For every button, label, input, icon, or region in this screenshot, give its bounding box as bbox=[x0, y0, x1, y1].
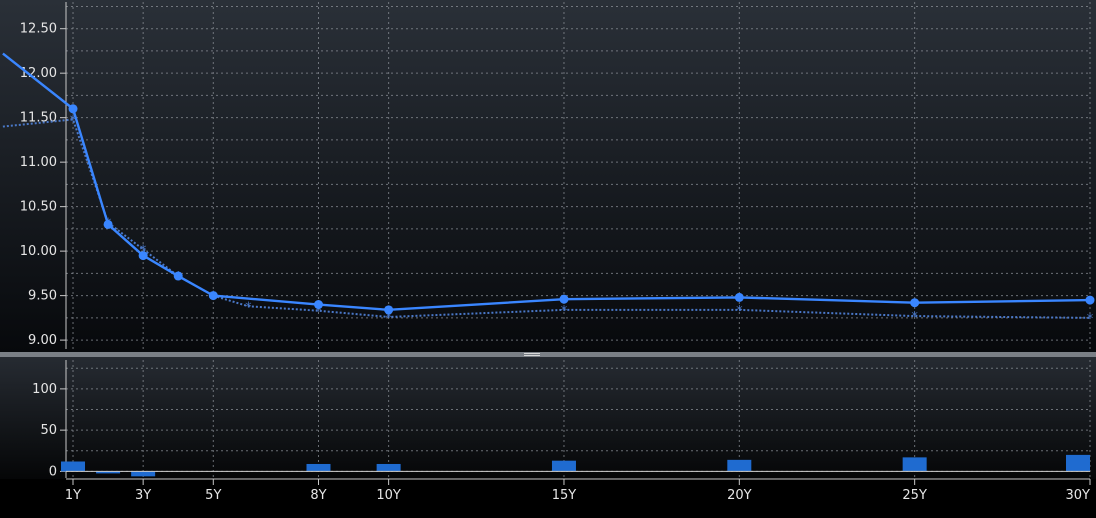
spread-bar bbox=[727, 459, 752, 472]
x-axis-background bbox=[0, 479, 1096, 518]
spread-bar bbox=[1066, 454, 1090, 472]
current-point-marker bbox=[68, 104, 78, 114]
x-axis: 1Y 3Y 5Y 8Y 10Y 15Y 20Y 25Y 30Y bbox=[0, 478, 1096, 518]
yield-y-tick-label: 9.50 bbox=[28, 289, 57, 304]
comparison-point-marker: * bbox=[1087, 312, 1094, 327]
current-point-marker bbox=[103, 219, 113, 229]
comparison-curve-line bbox=[2, 118, 1091, 319]
comparison-point-marker: * bbox=[385, 311, 392, 326]
divider-grip-icon[interactable] bbox=[524, 353, 540, 354]
x-tick-label: 8Y bbox=[310, 488, 326, 503]
yield-y-tick-label: 12.00 bbox=[20, 66, 57, 81]
current-point-marker bbox=[173, 271, 183, 281]
yield-y-tick-label: 10.00 bbox=[20, 244, 57, 259]
spread-bar bbox=[376, 463, 401, 472]
current-point-marker bbox=[559, 294, 569, 304]
current-point-marker bbox=[910, 298, 920, 308]
current-point-marker bbox=[138, 251, 148, 261]
divider-grip-icon-line[interactable] bbox=[524, 355, 540, 356]
yield-y-tick-label: 9.00 bbox=[28, 333, 57, 348]
yield-y-tick-label: 12.50 bbox=[20, 22, 57, 37]
spread-bar bbox=[61, 461, 86, 472]
comparison-point-marker: * bbox=[736, 304, 743, 319]
yield-y-tick-label: 11.00 bbox=[20, 155, 57, 170]
comparison-point-marker: * bbox=[561, 304, 568, 319]
x-tick-label: 5Y bbox=[205, 488, 221, 503]
comparison-point-marker: * bbox=[245, 300, 252, 315]
current-point-marker bbox=[384, 305, 394, 315]
current-curve-line bbox=[2, 52, 1091, 312]
spread-y-tick-label: 100 bbox=[32, 382, 57, 397]
current-point-marker bbox=[208, 291, 218, 301]
spread-y-tick-label: 50 bbox=[40, 423, 57, 438]
spread-bar bbox=[551, 460, 576, 472]
spread-bar bbox=[902, 457, 927, 472]
comparison-point-marker: * bbox=[911, 310, 918, 325]
x-tick-label: 15Y bbox=[552, 488, 577, 503]
spread-bars bbox=[61, 454, 1090, 477]
yield-y-axis: 9.00 9.50 10.00 10.50 11.00 11.50 12.00 12.50 bbox=[20, 2, 67, 349]
x-tick-label: 20Y bbox=[727, 488, 752, 503]
spread-y-axis: 0 50 100 bbox=[32, 360, 67, 479]
spread-bar bbox=[96, 471, 121, 474]
x-tick-label: 3Y bbox=[135, 488, 151, 503]
yield-panel-background bbox=[0, 0, 1096, 352]
spread-bar bbox=[131, 471, 156, 477]
yield-y-tick-label: 11.50 bbox=[20, 111, 57, 126]
yield-y-tick-label: 10.50 bbox=[20, 200, 57, 215]
comparison-point-marker: * bbox=[140, 243, 147, 258]
x-tick-label: 25Y bbox=[902, 488, 927, 503]
spread-panel-background bbox=[0, 357, 1096, 479]
x-axis-ticks: 1Y 3Y 5Y 8Y 10Y 15Y 20Y 25Y 30Y bbox=[65, 478, 1091, 503]
comparison-point-marker: * bbox=[70, 113, 77, 128]
panel-divider[interactable] bbox=[0, 352, 1096, 357]
yield-series: ************ bbox=[2, 52, 1095, 327]
x-tick-label: 10Y bbox=[376, 488, 401, 503]
yield-grid bbox=[66, 2, 1091, 349]
current-point-marker bbox=[1085, 295, 1095, 305]
spread-panel: 0 50 100 bbox=[0, 357, 1096, 479]
comparison-point-marker: * bbox=[315, 305, 322, 320]
spread-y-tick-label: 0 bbox=[49, 464, 57, 479]
yield-curve-panel: 9.00 9.50 10.00 10.50 11.00 11.50 12.00 12.50 *… bbox=[0, 0, 1096, 352]
x-tick-label: 30Y bbox=[1066, 488, 1091, 503]
spread-bar bbox=[306, 463, 331, 472]
panel-divider-bar[interactable] bbox=[0, 352, 1096, 357]
current-point-marker bbox=[313, 300, 323, 310]
current-point-marker bbox=[734, 292, 744, 302]
x-tick-label: 1Y bbox=[65, 488, 81, 503]
